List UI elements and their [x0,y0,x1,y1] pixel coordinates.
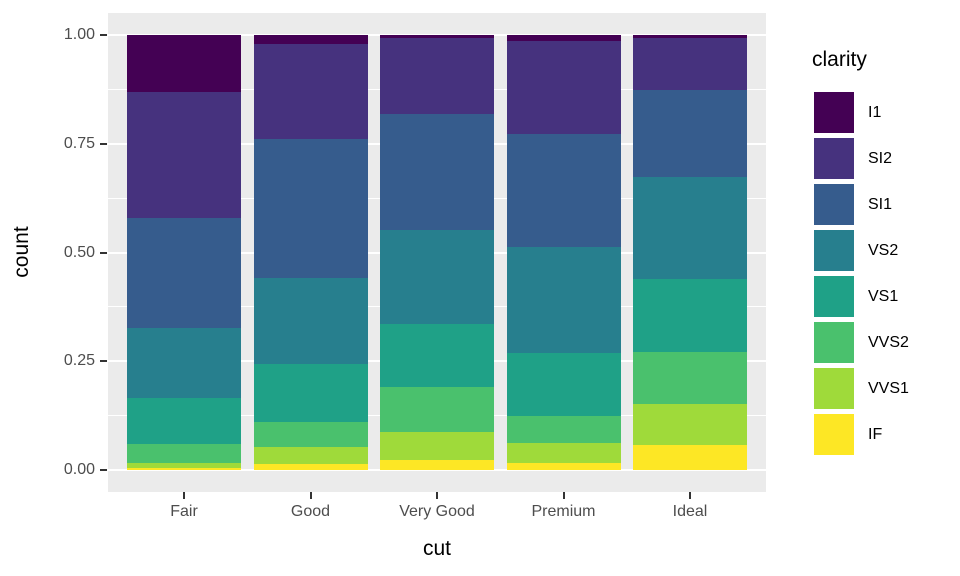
legend-label: VVS2 [868,333,909,351]
bar-segment-vvs1 [253,447,368,464]
y-tick-label: 0.50 [63,243,95,261]
bar-segment-vs1 [127,398,241,445]
legend-swatch-vs1 [814,276,854,317]
y-tick-label: 0.25 [63,352,95,370]
legend-item-if: IF [814,414,909,455]
legend-item-vvs1: VVS1 [814,368,909,409]
x-tick-mark [436,492,438,499]
bar-segment-si1 [253,139,368,278]
bar-segment-si2 [633,37,747,91]
x-tick-mark [309,492,312,499]
bar-segment-si2 [380,38,494,114]
y-tick-mark [100,469,107,471]
bar-segment-vs1 [633,279,747,352]
bar-segment-si1 [380,113,494,231]
bar-segment-if [127,467,241,470]
bar-segment-if [506,462,621,470]
y-tick-mark [100,142,107,145]
legend-swatch-i1 [814,92,854,133]
bar-fair [127,35,241,470]
bar-segment-vvs2 [253,421,368,448]
legend-swatch-si2 [814,138,854,179]
legend-swatch-vvs2 [814,322,854,363]
bar-segment-vvs1 [380,431,494,461]
bar-segment-vs1 [253,364,368,422]
bar-segment-i1 [380,35,494,39]
legend-label: VS1 [868,287,899,305]
bar-segment-vs1 [380,323,494,388]
bar-segment-vvs1 [633,404,747,446]
x-tick-label: Premium [531,503,596,520]
legend-swatch-vvs1 [814,368,854,409]
bar-segment-vvs2 [380,387,494,432]
y-tick-label: 0.75 [63,134,95,152]
legend-label: SI2 [868,149,893,167]
bar-good [253,35,368,470]
bar-segment-vvs1 [506,443,621,463]
bar-segment-if [380,460,494,470]
x-tick-mark [689,492,691,499]
bar-segment-si1 [633,90,747,177]
x-axis-title: cut [422,537,452,560]
y-axis-title: count [10,226,33,278]
legend-swatch-if [814,414,854,455]
bar-segment-vvs2 [633,351,747,405]
bar-segment-si1 [127,217,241,328]
plot-panel [108,13,766,492]
bar-segment-si2 [127,91,241,218]
bar-segment-vs2 [127,327,241,399]
legend: I1 SI2 SI1 VS2 VS1 VVS2 VVS1 IF [814,92,909,455]
legend-item-si2: SI2 [814,138,909,179]
legend-item-vs2: VS2 [814,230,909,271]
major-gridline [108,469,766,471]
bar-segment-i1 [633,35,747,38]
bar-segment-i1 [506,35,621,42]
bar-segment-vvs1 [127,462,241,468]
bar-segment-vs2 [380,230,494,324]
bar-segment-vs1 [506,353,621,416]
legend-item-vs1: VS1 [814,276,909,317]
legend-title: clarity [812,48,867,71]
legend-label: I1 [868,103,882,121]
bar-segment-si2 [506,41,621,135]
bar-segment-vs2 [253,277,368,365]
x-tick-mark [562,492,565,499]
bar-segment-i1 [127,35,241,92]
x-tick-label: Ideal [672,503,708,520]
legend-label: SI1 [868,195,893,213]
legend-label: VS2 [868,241,899,259]
x-tick-label: Fair [170,503,198,520]
bar-segment-si2 [253,43,368,140]
x-tick-mark [183,492,185,499]
bar-segment-si1 [506,134,621,248]
bar-segment-vvs2 [506,415,621,444]
bar-segment-if [253,463,368,470]
legend-item-si1: SI1 [814,184,909,225]
y-tick-mark [100,34,107,36]
legend-swatch-si1 [814,184,854,225]
legend-swatch-vs2 [814,230,854,271]
y-tick-label: 0.00 [63,461,95,478]
y-tick-mark [100,360,107,363]
bar-ideal [633,35,747,470]
legend-item-vvs2: VVS2 [814,322,909,363]
bar-segment-vvs2 [127,444,241,463]
legend-item-i1: I1 [814,92,909,133]
bar-premium [506,35,621,470]
x-tick-label: Very Good [399,503,475,520]
x-tick-label: Good [290,503,331,520]
legend-label: VVS1 [868,379,909,397]
bar-segment-i1 [253,35,368,44]
y-tick-label: 1.00 [63,26,95,43]
bar-segment-if [633,445,747,470]
bar-segment-vs2 [506,247,621,354]
y-tick-mark [100,251,107,254]
bar-segment-vs2 [633,176,747,280]
legend-label: IF [868,425,883,443]
bar-very-good [380,35,494,470]
